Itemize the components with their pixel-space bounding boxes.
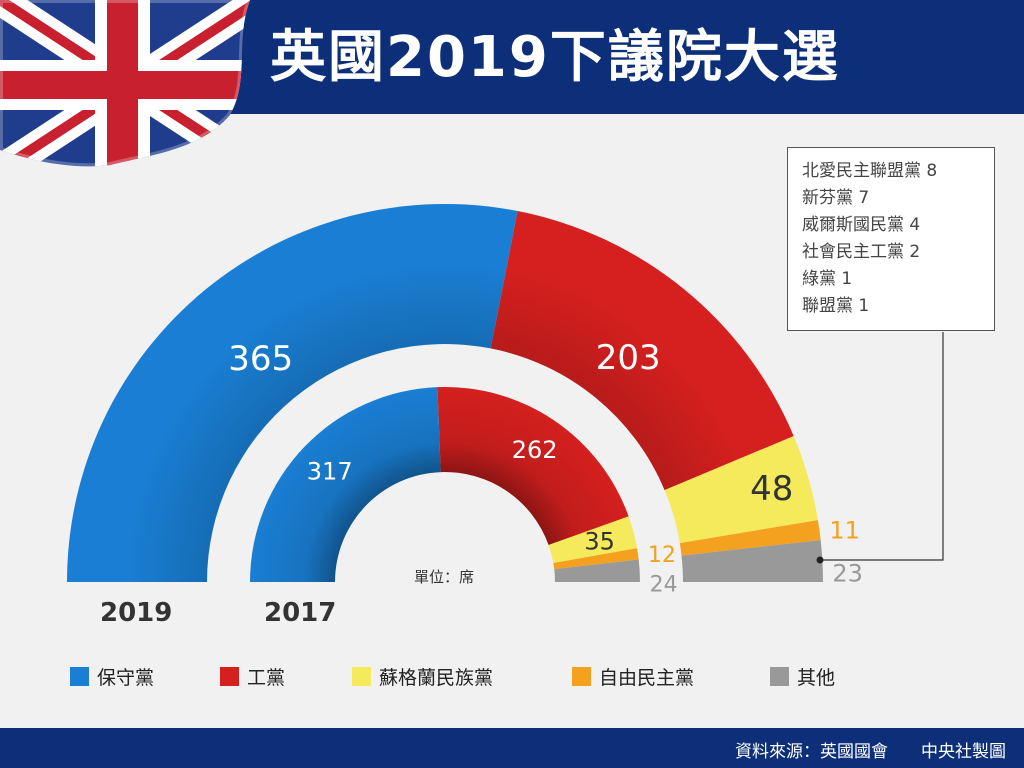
seat-segment-2017-2 [548,516,638,563]
year-label-2019: 2019 [100,598,173,628]
legend-label: 工黨 [247,666,286,689]
legend-item: 工黨 [220,663,285,689]
legend-label: 自由民主黨 [599,666,695,689]
note-connector-line [820,332,944,561]
others-note-line: 社會民主工黨 2 [802,242,921,262]
legend-swatch [352,666,371,686]
others-note-line: 威爾斯國民黨 4 [802,215,921,235]
seat-segment-2017-4 [554,559,640,582]
value-label-2019-1: 203 [596,338,661,378]
others-note-line: 聯盟黨 1 [802,296,870,316]
seat-segment-2019-3 [679,520,821,556]
seat-segment-shade-2017-1 [437,387,629,545]
source-text: 資料來源：英國國會 [735,742,888,762]
note-connector-dot [816,556,824,564]
legend-swatch [572,666,591,686]
value-label-2017-3: 12 [648,543,676,568]
unit-label: 單位：席 [414,568,475,586]
year-label-2017: 2017 [264,598,337,628]
legend-item: 其他 [770,663,835,689]
legend-item: 自由民主黨 [572,663,694,689]
seat-segment-shade-2019-1 [490,211,794,491]
legend: 保守黨 工黨 蘇格蘭民族黨 自由民主黨 其他 [70,663,970,693]
value-label-2019-2: 48 [750,469,793,509]
value-label-2017-2: 35 [584,527,615,555]
legend-label: 其他 [797,666,836,689]
seat-segment-shade-2019-0 [67,203,518,582]
ring-2017: 317 262 35 12 24 [250,387,678,597]
others-note-line: 綠黨 1 [802,269,853,289]
value-label-2019-4: 23 [832,560,863,588]
others-note-line: 北愛民主聯盟黨 8 [802,161,938,181]
value-label-2019-0: 365 [228,339,293,379]
value-label-2019-3: 11 [829,516,860,544]
legend-item: 蘇格蘭民族黨 [352,663,493,689]
legend-label: 蘇格蘭民族黨 [379,666,494,689]
legend-label: 保守黨 [97,666,155,689]
ring-2019: 365 203 48 11 23 [67,203,863,588]
credit-text: 中央社製圖 [921,742,1006,762]
legend-item: 保守黨 [70,663,154,689]
footer-bar: 資料來源：英國國會 中央社製圖 [0,728,1024,768]
legend-swatch [770,666,789,686]
others-note-line: 新芬黨 7 [802,188,870,208]
page-title: 英國2019下議院大選 [270,25,840,90]
union-jack-flag-icon [0,0,250,167]
seat-segment-shade-2017-0 [250,387,441,582]
seat-segment-2019-2 [664,436,818,544]
seat-segment-2019-4 [681,540,823,582]
value-label-2017-0: 317 [307,457,353,485]
value-label-2017-1: 262 [512,436,558,464]
legend-swatch [220,666,239,686]
others-note-box: 北愛民主聯盟黨 8 新芬黨 7 威爾斯國民黨 4 社會民主工黨 2 綠黨 1 聯… [787,147,995,331]
legend-swatch [70,666,89,686]
value-label-2017-4: 24 [650,572,678,597]
seat-segment-2017-3 [553,548,639,570]
